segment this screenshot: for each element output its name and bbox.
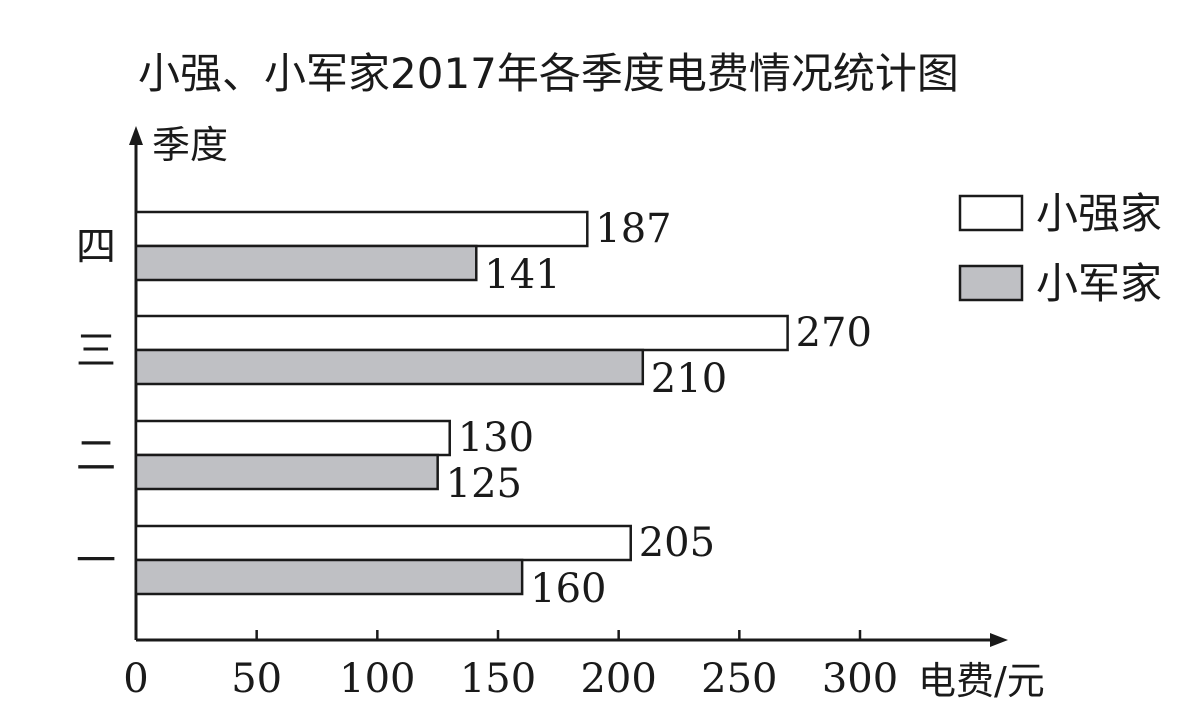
bar-xiaojun bbox=[134, 348, 645, 386]
data-label: 130 bbox=[458, 415, 534, 461]
x-tick-label: 0 bbox=[123, 656, 148, 702]
x-tick-label: 50 bbox=[231, 656, 282, 702]
x-axis-title: 电费/元 bbox=[918, 659, 1045, 703]
x-ticks: 0 50 100 150 200 250 300 bbox=[123, 630, 898, 702]
data-label: 210 bbox=[651, 356, 727, 402]
bar-xiaoqiang bbox=[134, 314, 789, 352]
x-tick-label: 250 bbox=[701, 656, 777, 702]
x-tick-label: 100 bbox=[339, 656, 415, 702]
chart-title: 小强、小军家2017年各季度电费情况统计图 bbox=[138, 49, 959, 98]
data-label: 160 bbox=[530, 566, 606, 612]
data-label: 141 bbox=[484, 252, 560, 298]
category-label: 二 bbox=[76, 433, 116, 479]
bar-xiaojun bbox=[134, 453, 439, 491]
x-tick-label: 200 bbox=[580, 656, 656, 702]
x-axis-arrow bbox=[990, 633, 1008, 647]
legend-label: 小军家 bbox=[1036, 259, 1162, 308]
data-label: 125 bbox=[446, 461, 522, 507]
bar-xiaojun bbox=[134, 244, 478, 282]
bar-xiaoqiang bbox=[134, 419, 451, 457]
data-label: 187 bbox=[595, 206, 671, 252]
y-axis-arrow bbox=[129, 126, 143, 145]
y-axis-title: 季度 bbox=[152, 123, 228, 167]
category-label: 四 bbox=[76, 224, 116, 270]
legend-swatch bbox=[958, 194, 1024, 232]
bar-xiaoqiang bbox=[134, 524, 632, 562]
x-tick-label: 300 bbox=[822, 656, 898, 702]
category-label: 三 bbox=[76, 328, 116, 374]
x-tick-label: 150 bbox=[460, 656, 536, 702]
category-label: 一 bbox=[76, 538, 116, 584]
bar-xiaoqiang bbox=[134, 210, 589, 248]
legend-label: 小强家 bbox=[1036, 189, 1162, 238]
bar-xiaojun bbox=[134, 558, 524, 596]
legend-swatch bbox=[958, 264, 1024, 302]
data-label: 205 bbox=[639, 520, 715, 566]
data-label: 270 bbox=[796, 310, 872, 356]
